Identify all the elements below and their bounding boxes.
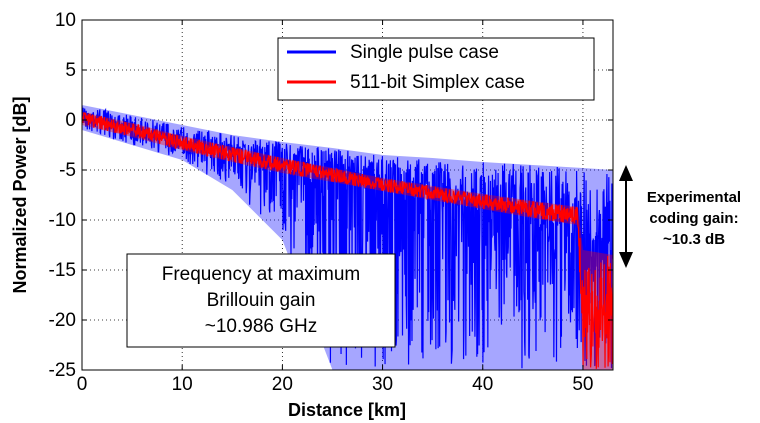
legend: Single pulse case 511-bit Simplex case [277, 37, 595, 101]
plot-frame [81, 19, 614, 371]
y-tick-label: -25 [49, 360, 76, 381]
frequency-annotation-line-2: Brillouin gain [207, 290, 316, 311]
tick-marks [81, 19, 613, 371]
coding-gain-arrow-head-bottom [619, 252, 633, 268]
coding-gain-label-line-2: coding gain: [649, 210, 738, 227]
x-tick-label: 50 [572, 374, 593, 395]
y-tick-label: 5 [65, 60, 76, 81]
legend-label-single-pulse: Single pulse case [350, 42, 499, 63]
y-tick-label: -5 [59, 160, 76, 181]
series-simplex [82, 112, 613, 370]
coding-gain-arrow-head-top [619, 165, 633, 181]
coding-gain-label-line-1: Experimental [647, 189, 741, 206]
x-tick-label: 10 [172, 374, 193, 395]
y-tick-label: -20 [49, 310, 76, 331]
y-axis-label: Normalized Power [dB] [10, 96, 30, 293]
x-tick-label: 30 [372, 374, 393, 395]
frequency-annotation: Frequency at maximum Brillouin gain ~10.… [126, 253, 396, 348]
frequency-annotation-line-3: ~10.986 GHz [205, 316, 318, 337]
legend-label-simplex: 511-bit Simplex case [350, 72, 525, 93]
legend-box [277, 37, 595, 101]
x-tick-label: 40 [472, 374, 493, 395]
x-axis-label: Distance [km] [288, 400, 406, 420]
series-trace [82, 105, 613, 369]
x-tick-label: 0 [77, 374, 88, 395]
series-trace [82, 112, 613, 369]
y-tick-label: 10 [55, 10, 76, 31]
x-tick-label: 20 [272, 374, 293, 395]
y-tick-label: -10 [49, 210, 76, 231]
y-tick-label: 0 [65, 110, 76, 131]
series-layer [82, 105, 613, 370]
frequency-annotation-box [126, 253, 396, 348]
frequency-annotation-line-1: Frequency at maximum [162, 264, 361, 285]
coding-gain-label-line-3: ~10.3 dB [663, 231, 725, 248]
tick-labels: 0 10 20 30 40 50 -25 -20 -15 -10 -5 0 5 10 [49, 10, 594, 395]
series-single-pulse [82, 105, 613, 370]
coding-gain-annotation: Experimental coding gain: ~10.3 dB [619, 165, 741, 268]
y-tick-label: -15 [49, 260, 76, 281]
